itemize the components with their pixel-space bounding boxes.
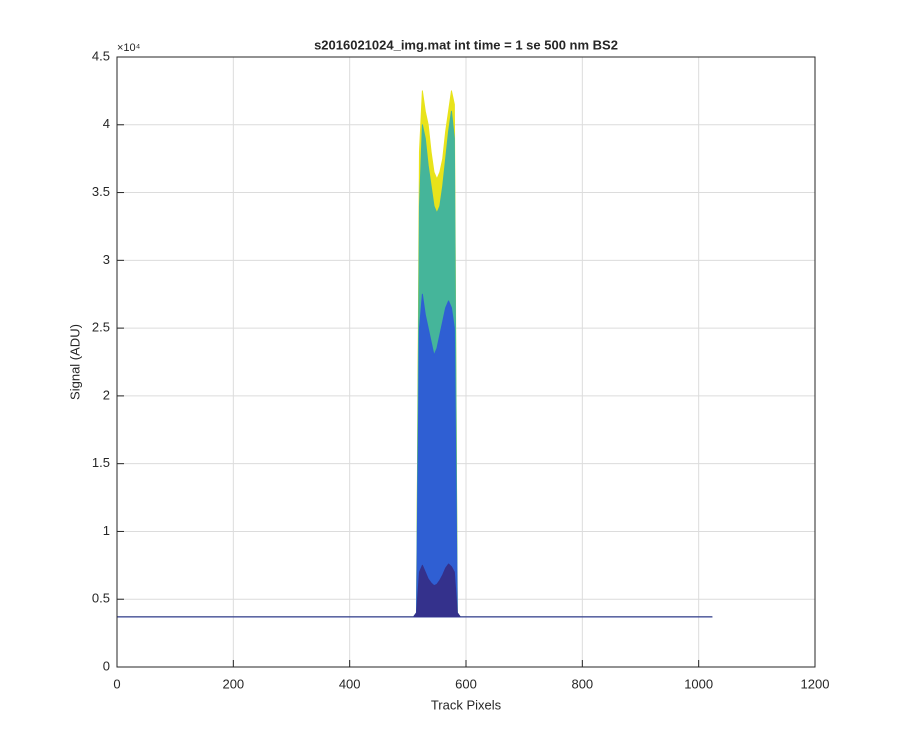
y-scale-label: ×10⁴ [117, 42, 141, 54]
x-tick-label: 600 [455, 676, 477, 691]
axes-box [116, 56, 816, 668]
surface-layer [116, 293, 713, 618]
y-tick-label: 0.5 [92, 591, 110, 606]
y-tick-label: 2 [103, 387, 110, 402]
y-tick-label: 0 [103, 658, 110, 673]
y-tick-label: 3.5 [92, 184, 110, 199]
y-tick-label: 1.5 [92, 455, 110, 470]
y-tick-label: 3 [103, 252, 110, 267]
x-tick-label: 200 [222, 676, 244, 691]
y-axis-label: Signal (ADU) [67, 324, 82, 400]
y-tick-label: 4 [103, 116, 110, 131]
y-tick-label: 1 [103, 523, 110, 538]
x-tick-label: 400 [339, 676, 361, 691]
x-tick-label: 0 [113, 676, 120, 691]
x-tick-label: 800 [571, 676, 593, 691]
x-tick-label: 1200 [801, 676, 830, 691]
y-tick-label: 4.5 [92, 48, 110, 63]
x-tick-label: 1000 [684, 676, 713, 691]
surface-layer [116, 563, 713, 618]
x-axis-label: Track Pixels [431, 697, 502, 712]
chart-title: s2016021024_img.mat int time = 1 se 500 … [314, 37, 618, 52]
y-tick-label: 2.5 [92, 320, 110, 335]
